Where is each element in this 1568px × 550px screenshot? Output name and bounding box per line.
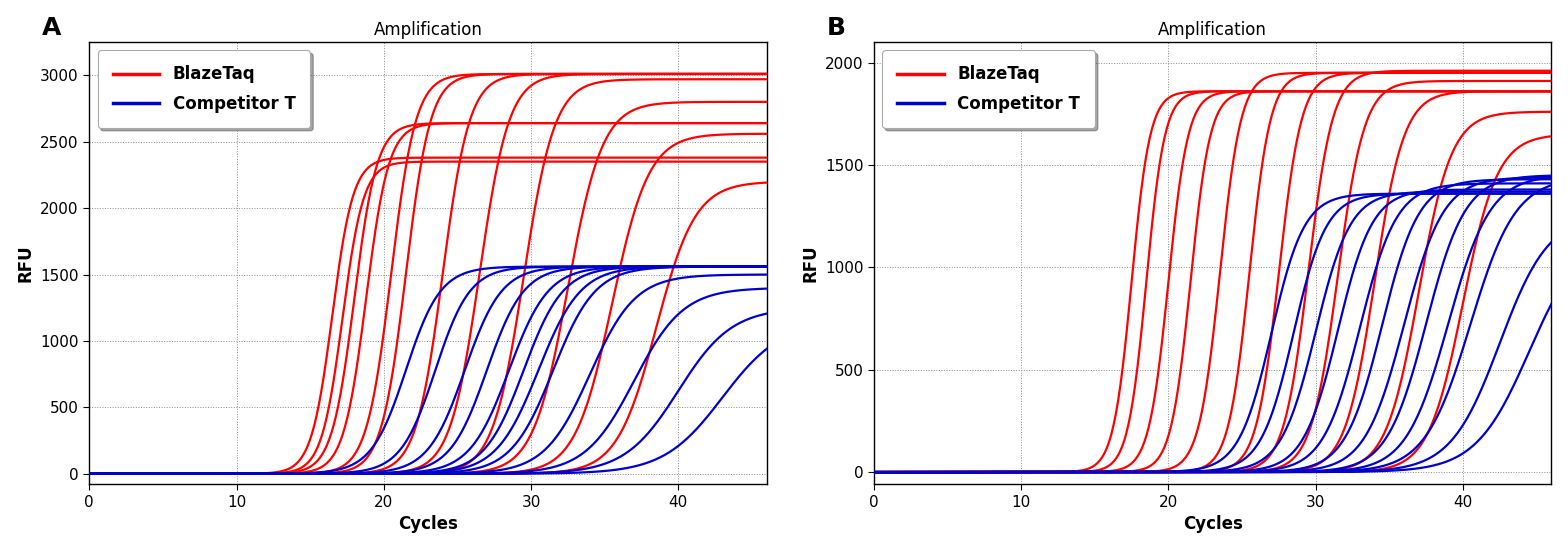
Title: Amplification: Amplification bbox=[373, 21, 483, 39]
Legend: BlazeTaq, Competitor T: BlazeTaq, Competitor T bbox=[97, 51, 310, 128]
Legend: BlazeTaq, Competitor T: BlazeTaq, Competitor T bbox=[883, 51, 1094, 128]
Text: B: B bbox=[826, 15, 845, 40]
Text: A: A bbox=[42, 15, 61, 40]
Title: Amplification: Amplification bbox=[1159, 21, 1267, 39]
Y-axis label: RFU: RFU bbox=[17, 244, 34, 282]
Y-axis label: RFU: RFU bbox=[801, 244, 820, 282]
X-axis label: Cycles: Cycles bbox=[1182, 515, 1242, 534]
X-axis label: Cycles: Cycles bbox=[398, 515, 458, 534]
